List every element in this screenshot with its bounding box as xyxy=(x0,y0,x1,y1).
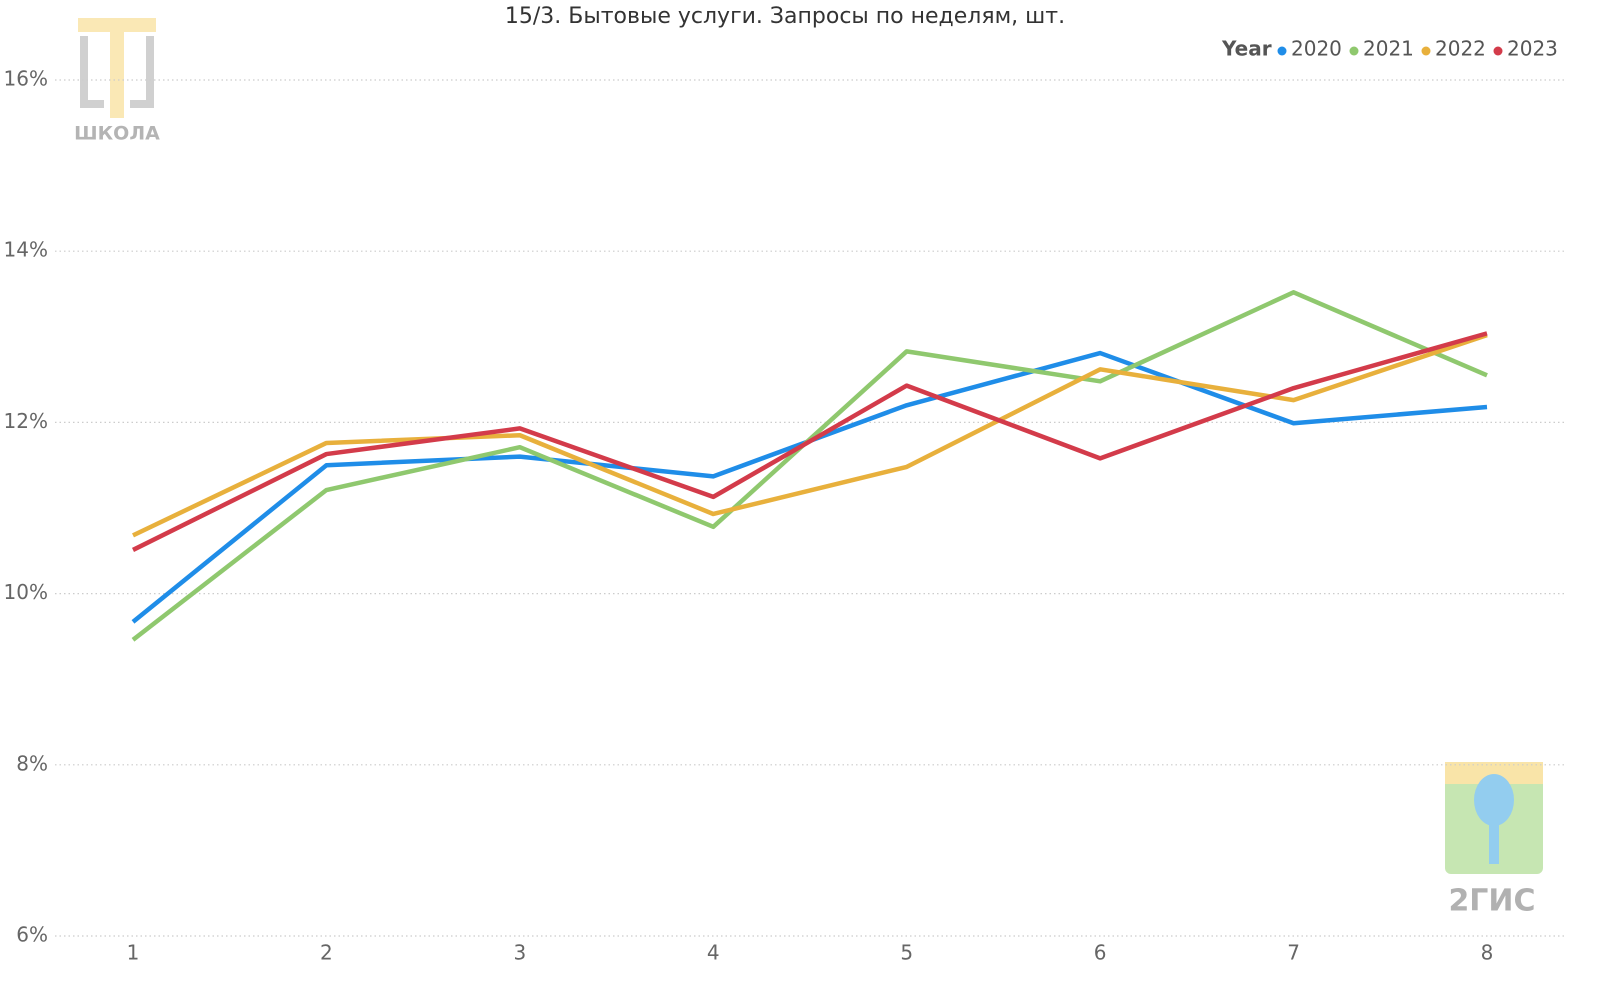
legend-label: 2022 xyxy=(1435,37,1486,61)
y-tick-label: 16% xyxy=(4,67,48,91)
legend-marker xyxy=(1421,46,1431,56)
legend-marker xyxy=(1493,46,1503,56)
y-tick-label: 8% xyxy=(16,751,48,775)
legend-marker xyxy=(1349,46,1359,56)
school-logo-text: ШКОЛА xyxy=(74,123,160,145)
brand-logo-text: 2ГИС xyxy=(1448,884,1535,919)
legend-marker xyxy=(1277,46,1287,56)
chart-title: 15/3. Бытовые услуги. Запросы по неделям… xyxy=(505,4,1065,29)
y-tick-label: 6% xyxy=(16,923,48,947)
series-line xyxy=(132,332,1488,538)
x-tick-label: 6 xyxy=(1094,941,1107,965)
x-tick-label: 8 xyxy=(1481,941,1494,965)
x-tick-label: 1 xyxy=(127,941,140,965)
x-tick-label: 3 xyxy=(513,941,526,965)
brand-logo: 2ГИС xyxy=(1445,762,1543,919)
x-tick-label: 4 xyxy=(707,941,720,965)
legend-title: Year xyxy=(1221,37,1272,61)
x-tick-label: 5 xyxy=(900,941,913,965)
x-tick-label: 7 xyxy=(1287,941,1300,965)
y-tick-label: 10% xyxy=(4,580,48,604)
school-logo: ШКОЛА xyxy=(74,18,160,145)
y-tick-label: 14% xyxy=(4,238,48,262)
legend-label: 2023 xyxy=(1507,37,1558,61)
x-tick-label: 2 xyxy=(320,941,333,965)
series-line xyxy=(132,331,1488,552)
legend-label: 2021 xyxy=(1363,37,1414,61)
grid xyxy=(55,79,1565,937)
legend-label: 2020 xyxy=(1291,37,1342,61)
y-tick-label: 12% xyxy=(4,409,48,433)
